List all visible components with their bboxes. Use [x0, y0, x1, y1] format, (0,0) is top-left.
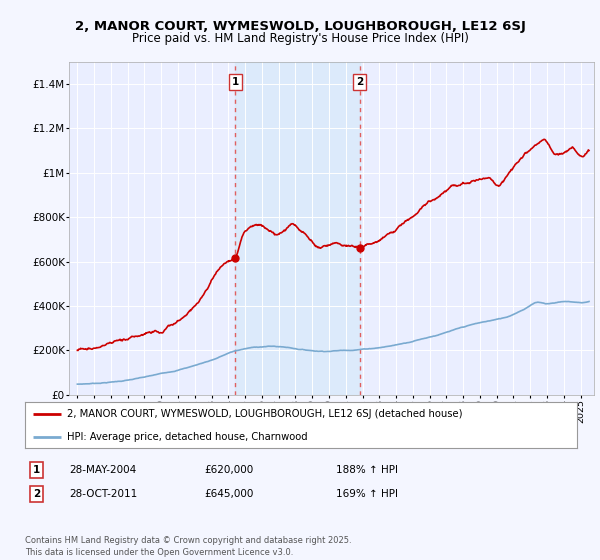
Text: Contains HM Land Registry data © Crown copyright and database right 2025.
This d: Contains HM Land Registry data © Crown c… [25, 536, 352, 557]
Text: 2: 2 [33, 489, 40, 499]
Text: 2: 2 [356, 77, 363, 87]
Text: HPI: Average price, detached house, Charnwood: HPI: Average price, detached house, Char… [67, 432, 307, 441]
Text: Price paid vs. HM Land Registry's House Price Index (HPI): Price paid vs. HM Land Registry's House … [131, 32, 469, 45]
Text: 1: 1 [232, 77, 239, 87]
Text: 2, MANOR COURT, WYMESWOLD, LOUGHBOROUGH, LE12 6SJ (detached house): 2, MANOR COURT, WYMESWOLD, LOUGHBOROUGH,… [67, 409, 462, 419]
Bar [235, 62, 359, 395]
Text: 169% ↑ HPI: 169% ↑ HPI [336, 489, 398, 499]
Text: £645,000: £645,000 [204, 489, 253, 499]
Text: 28-OCT-2011: 28-OCT-2011 [69, 489, 137, 499]
Text: 188% ↑ HPI: 188% ↑ HPI [336, 465, 398, 475]
Text: 1: 1 [33, 465, 40, 475]
Text: 2, MANOR COURT, WYMESWOLD, LOUGHBOROUGH, LE12 6SJ: 2, MANOR COURT, WYMESWOLD, LOUGHBOROUGH,… [74, 20, 526, 32]
Text: £620,000: £620,000 [204, 465, 253, 475]
Text: 28-MAY-2004: 28-MAY-2004 [69, 465, 136, 475]
